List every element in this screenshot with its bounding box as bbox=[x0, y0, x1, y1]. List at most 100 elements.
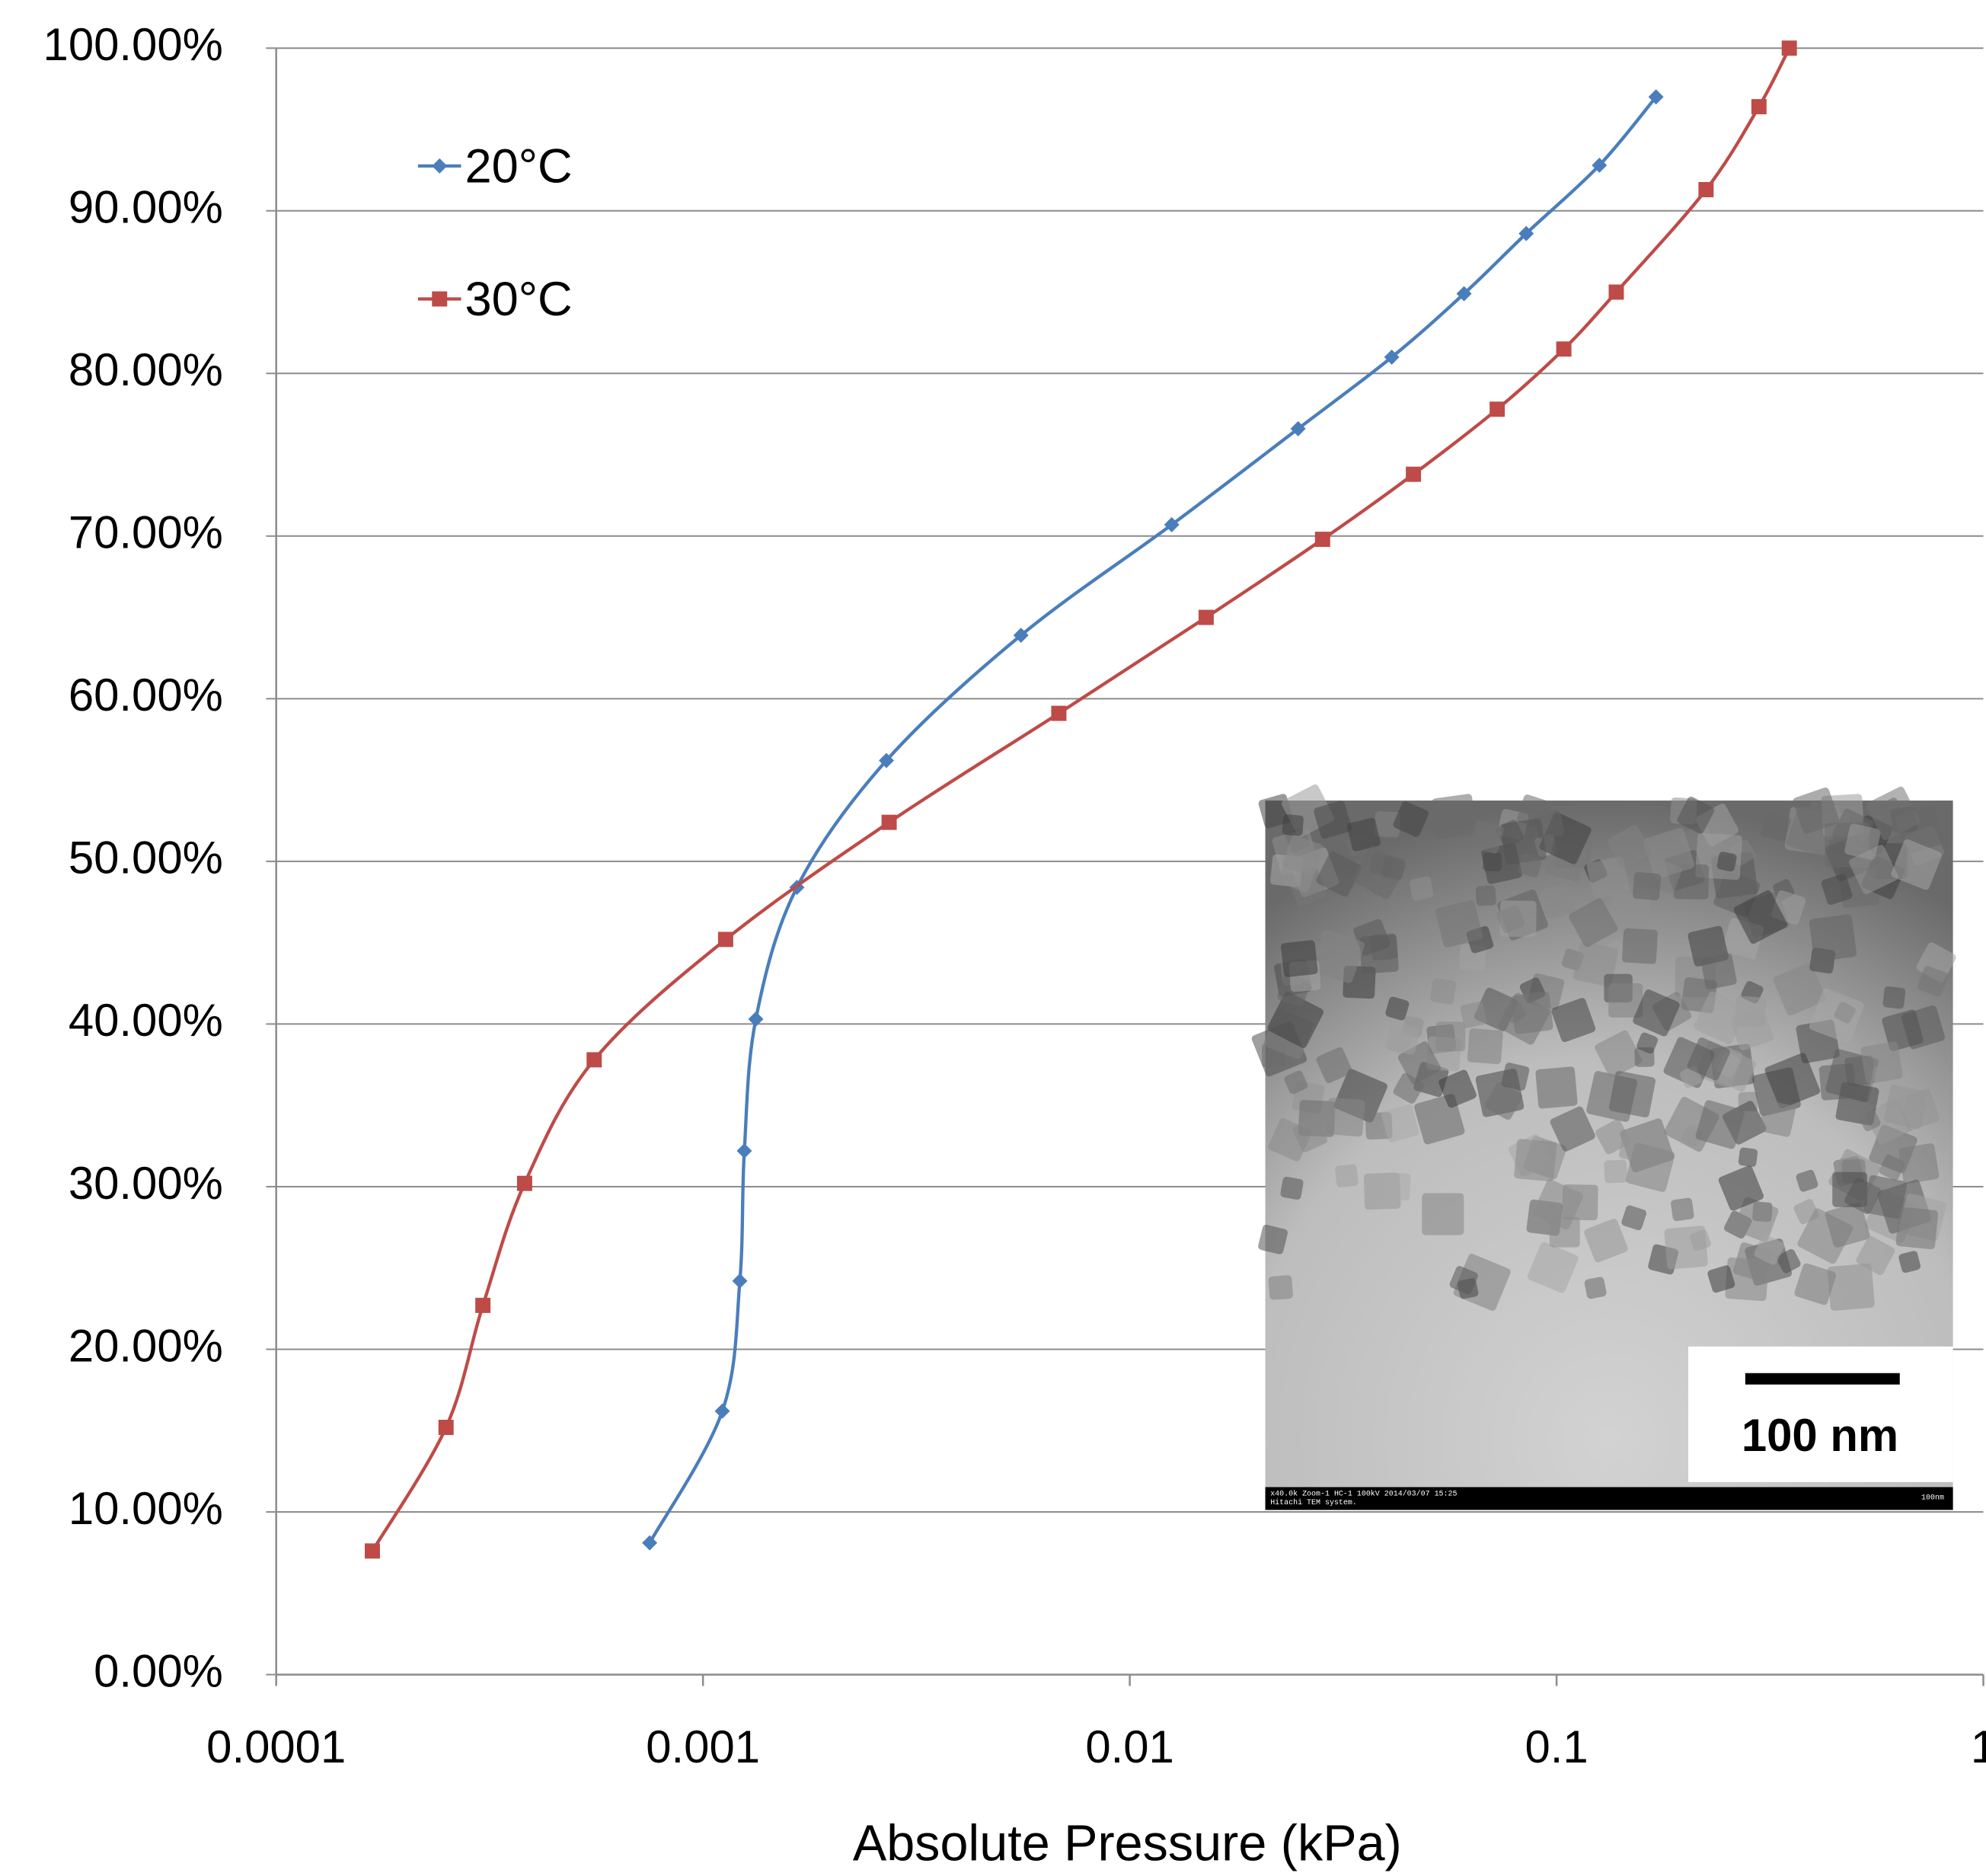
particle bbox=[1584, 1277, 1607, 1299]
particle bbox=[1827, 1263, 1875, 1311]
particle bbox=[1595, 1030, 1643, 1078]
particle bbox=[1625, 1143, 1675, 1192]
marker bbox=[1490, 401, 1505, 417]
particle bbox=[1777, 1248, 1801, 1274]
particle bbox=[1517, 794, 1552, 829]
inset-scale-small: 100nm bbox=[1921, 1493, 1944, 1501]
particle bbox=[1314, 801, 1352, 839]
particle bbox=[1695, 1100, 1745, 1149]
particle bbox=[1809, 914, 1857, 962]
particle bbox=[1825, 1202, 1870, 1248]
marker bbox=[438, 1420, 454, 1435]
y-tick-label: 20.00% bbox=[69, 1320, 223, 1371]
particle bbox=[1381, 1104, 1419, 1143]
marker bbox=[1781, 40, 1797, 56]
particle bbox=[1316, 851, 1362, 897]
legend-label: 30°C bbox=[465, 273, 573, 326]
particle bbox=[1738, 1147, 1758, 1167]
y-tick-label: 80.00% bbox=[69, 344, 223, 395]
y-tick-label: 60.00% bbox=[69, 670, 223, 721]
particle bbox=[1467, 1028, 1503, 1065]
particle bbox=[1335, 1164, 1359, 1187]
marker bbox=[881, 814, 897, 830]
y-tick-label: 90.00% bbox=[69, 182, 223, 233]
particle bbox=[1895, 1206, 1939, 1250]
particle bbox=[1258, 1224, 1288, 1254]
particle bbox=[1280, 1176, 1304, 1200]
particle bbox=[1284, 1070, 1308, 1095]
particle bbox=[1316, 1047, 1352, 1083]
particle bbox=[1470, 820, 1504, 854]
particle bbox=[1385, 996, 1410, 1021]
marker bbox=[642, 1535, 658, 1551]
particle bbox=[1311, 929, 1365, 983]
y-tick-label: 0.00% bbox=[94, 1645, 223, 1696]
particle bbox=[1501, 1063, 1530, 1091]
particle bbox=[1282, 814, 1304, 836]
legend-label: 20°C bbox=[465, 140, 573, 193]
particle bbox=[1514, 1139, 1557, 1182]
particle bbox=[1754, 1235, 1784, 1265]
marker bbox=[475, 1297, 491, 1313]
particle bbox=[1718, 1165, 1764, 1211]
particle bbox=[1409, 876, 1434, 901]
marker bbox=[736, 1143, 752, 1159]
particle bbox=[1268, 1275, 1293, 1300]
particle bbox=[1856, 1235, 1895, 1275]
marker bbox=[1592, 157, 1608, 173]
particle bbox=[1917, 966, 1949, 997]
particle bbox=[1898, 1251, 1921, 1274]
particle bbox=[1707, 1265, 1735, 1293]
marker bbox=[586, 1052, 602, 1068]
particle bbox=[1496, 905, 1525, 934]
particle bbox=[1540, 883, 1576, 919]
particle bbox=[1761, 811, 1791, 842]
marker bbox=[1290, 420, 1306, 436]
marker bbox=[1648, 89, 1664, 105]
particle bbox=[1863, 1174, 1908, 1219]
particle bbox=[1859, 1110, 1881, 1132]
marker bbox=[1751, 99, 1767, 115]
particle bbox=[1621, 1205, 1647, 1231]
y-tick-label: 100.00% bbox=[43, 19, 223, 70]
particle bbox=[1633, 871, 1662, 900]
x-axis-title: Absolute Pressure (kPa) bbox=[853, 1815, 1402, 1871]
particle bbox=[1435, 900, 1483, 948]
scale-box bbox=[1688, 1346, 1953, 1482]
particle bbox=[1675, 1102, 1701, 1129]
particle bbox=[1891, 839, 1943, 890]
marker bbox=[365, 1543, 380, 1559]
marker bbox=[1556, 341, 1572, 357]
particle bbox=[1733, 890, 1787, 944]
particle bbox=[1518, 853, 1542, 877]
particle bbox=[1460, 1001, 1487, 1028]
particle bbox=[1818, 1063, 1857, 1101]
particle bbox=[1347, 817, 1381, 852]
particle bbox=[1882, 1009, 1924, 1051]
x-tick-label: 1 bbox=[1971, 1721, 1986, 1772]
particle bbox=[1716, 852, 1737, 872]
marker bbox=[1013, 628, 1029, 644]
legend-marker bbox=[432, 158, 448, 174]
particle bbox=[1671, 1197, 1694, 1222]
particle bbox=[1610, 892, 1651, 933]
particle bbox=[1809, 988, 1864, 1043]
particle bbox=[1535, 1066, 1578, 1109]
marker bbox=[1406, 466, 1422, 482]
particle bbox=[1381, 856, 1406, 880]
particle bbox=[1278, 853, 1318, 893]
particle bbox=[1549, 1216, 1580, 1248]
marker bbox=[1384, 349, 1400, 365]
particle bbox=[1326, 1097, 1365, 1137]
marker bbox=[879, 753, 894, 769]
particle bbox=[1382, 1172, 1411, 1201]
particle bbox=[1844, 823, 1881, 860]
particle bbox=[1608, 983, 1643, 1018]
particle bbox=[1759, 1100, 1796, 1137]
particle bbox=[1485, 1082, 1523, 1120]
particle bbox=[1500, 818, 1547, 865]
inset-image: x40.0k Zoom-1 HC-1 100kV 2014/03/07 15:2… bbox=[1251, 784, 1956, 1510]
marker bbox=[1164, 516, 1180, 532]
particle bbox=[1700, 953, 1737, 989]
